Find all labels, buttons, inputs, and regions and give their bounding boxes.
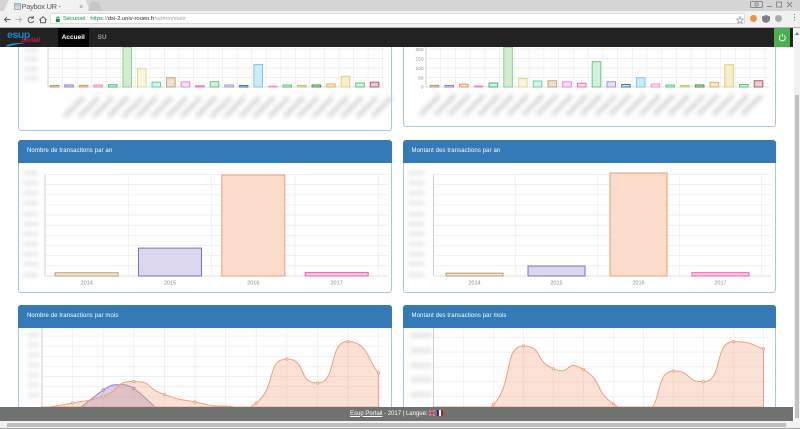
svg-text:2015: 2015 [550, 280, 562, 286]
svg-text:2015: 2015 [164, 280, 176, 286]
svg-text:2014: 2014 [468, 280, 480, 286]
svg-text:0: 0 [420, 85, 423, 91]
svg-text:2016: 2016 [247, 280, 259, 286]
svg-text:2017: 2017 [714, 280, 726, 286]
svg-text:2017: 2017 [331, 280, 343, 286]
svg-text:50: 50 [418, 76, 424, 82]
svg-text:200: 200 [415, 47, 423, 53]
svg-text:100: 100 [415, 66, 423, 72]
svg-text:150: 150 [415, 57, 423, 63]
svg-text:2016: 2016 [632, 280, 644, 286]
svg-text:2014: 2014 [81, 280, 93, 286]
